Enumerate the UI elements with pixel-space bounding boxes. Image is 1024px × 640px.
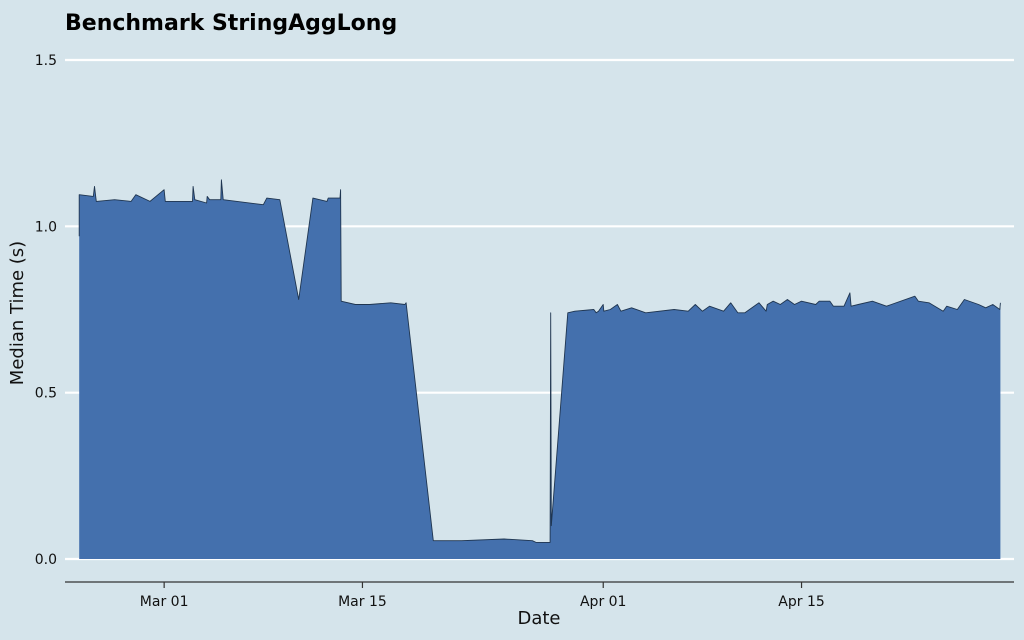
x-tick-label: Apr 01 — [580, 594, 626, 610]
x-tick-label: Mar 15 — [338, 594, 387, 610]
x-axis-label: Date — [517, 608, 560, 629]
y-tick-label: 0.5 — [35, 386, 57, 402]
series-layer — [78, 179, 1001, 560]
y-tick-label: 1.0 — [35, 219, 57, 235]
y-axis-label: Median Time (s) — [7, 241, 28, 385]
x-tick-label: Mar 01 — [140, 594, 189, 610]
x-tick-label: Apr 15 — [778, 594, 824, 610]
series-line — [78, 179, 1001, 543]
x-axis-ticks: Mar 01 Mar 15 Apr 01 Apr 15 — [140, 582, 825, 610]
chart-title: Benchmark StringAggLong — [65, 11, 397, 36]
series-area — [79, 179, 1001, 560]
y-tick-label: 0.0 — [35, 552, 57, 568]
y-tick-label: 1.5 — [35, 53, 57, 69]
y-axis-ticks: 0.0 0.5 1.0 1.5 — [35, 53, 57, 568]
